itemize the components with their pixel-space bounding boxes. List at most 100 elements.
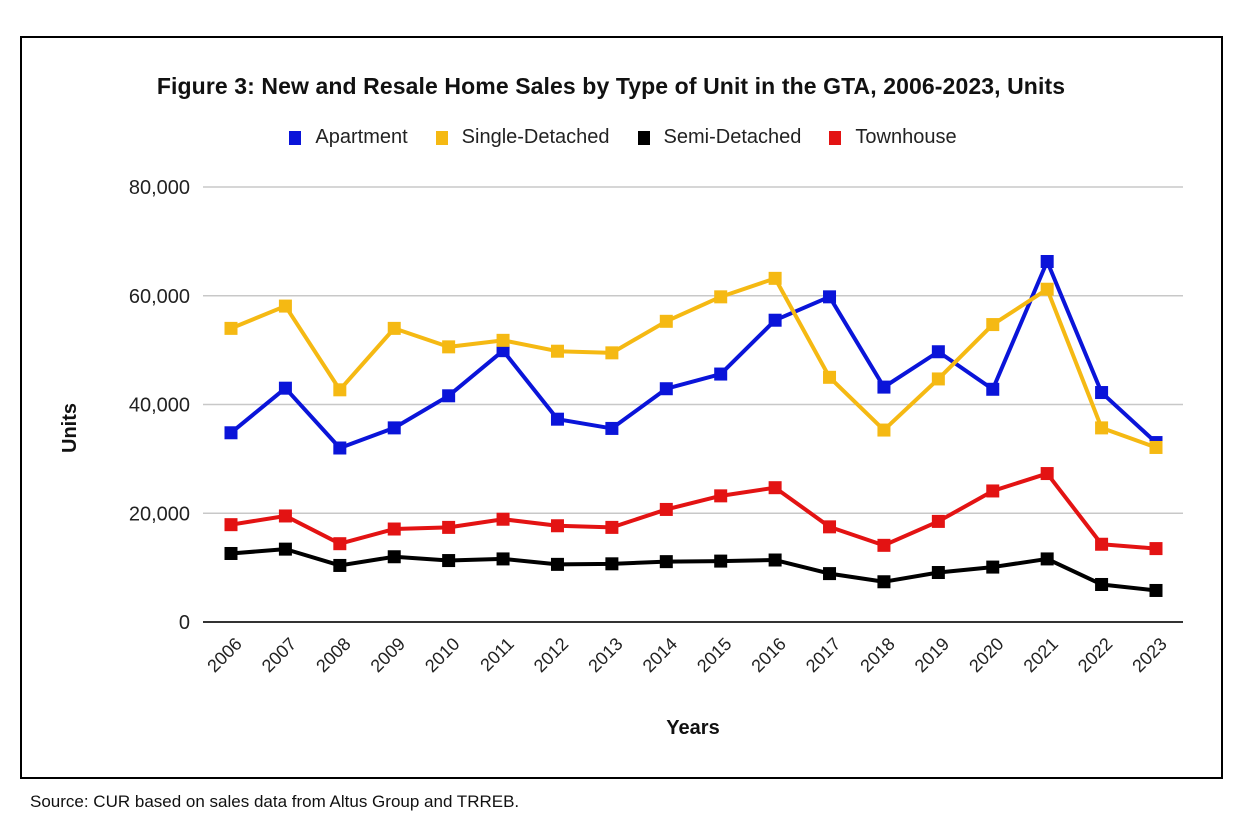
data-point-apartment-2019[interactable] [931, 345, 945, 359]
data-point-semi-detached-2018[interactable] [877, 575, 891, 589]
data-point-townhouse-2019[interactable] [931, 514, 945, 528]
data-point-townhouse-2009[interactable] [387, 522, 401, 536]
data-point-apartment-2007[interactable] [278, 381, 292, 395]
data-point-apartment-2021[interactable] [1040, 254, 1054, 268]
data-point-single-detached-2012[interactable] [550, 344, 564, 358]
data-point-townhouse-2023[interactable] [1149, 542, 1163, 556]
data-point-townhouse-2013[interactable] [605, 520, 619, 534]
x-tick-label: 2011 [476, 634, 518, 676]
data-point-townhouse-2014[interactable] [659, 502, 673, 516]
data-point-semi-detached-2007[interactable] [278, 542, 292, 556]
data-point-semi-detached-2019[interactable] [931, 566, 945, 580]
legend-swatch-apartment [289, 130, 302, 145]
series-line-single-detached [230, 276, 1157, 450]
data-point-single-detached-2022[interactable] [1095, 421, 1109, 435]
data-point-apartment-2015[interactable] [714, 367, 728, 381]
x-tick-label: 2008 [312, 634, 354, 676]
x-tick-label: 2021 [1020, 634, 1062, 676]
data-point-single-detached-2010[interactable] [442, 340, 456, 354]
data-point-townhouse-2016[interactable] [768, 481, 782, 495]
data-point-apartment-2006[interactable] [224, 426, 238, 440]
data-point-single-detached-2009[interactable] [387, 321, 401, 335]
data-point-semi-detached-2020[interactable] [986, 560, 1000, 574]
legend-swatch-single-detached [435, 130, 448, 145]
y-tick-label: 20,000 [129, 503, 190, 525]
data-point-single-detached-2011[interactable] [496, 333, 510, 347]
data-point-townhouse-2011[interactable] [496, 512, 510, 526]
legend-item-single-detached[interactable]: Single-Detached [435, 126, 610, 149]
data-point-apartment-2018[interactable] [877, 380, 891, 394]
x-tick-label: 2014 [639, 634, 681, 676]
legend-item-semi-detached[interactable]: Semi-Detached [637, 126, 801, 149]
data-point-semi-detached-2023[interactable] [1149, 583, 1163, 597]
data-point-single-detached-2006[interactable] [224, 321, 238, 335]
x-tick-label: 2019 [911, 634, 953, 676]
series-lines [229, 259, 1158, 593]
y-tick-label: 0 [179, 612, 190, 634]
data-point-single-detached-2016[interactable] [768, 271, 782, 285]
data-point-single-detached-2020[interactable] [986, 318, 1000, 332]
data-point-apartment-2010[interactable] [442, 389, 456, 403]
data-point-semi-detached-2009[interactable] [387, 550, 401, 564]
data-point-townhouse-2007[interactable] [278, 509, 292, 523]
x-tick-label: 2015 [693, 634, 735, 676]
x-tick-label: 2020 [965, 634, 1007, 676]
data-point-single-detached-2023[interactable] [1149, 440, 1163, 454]
data-point-townhouse-2017[interactable] [823, 520, 837, 534]
data-point-semi-detached-2008[interactable] [333, 558, 347, 572]
data-point-townhouse-2018[interactable] [877, 538, 891, 552]
data-point-semi-detached-2011[interactable] [496, 552, 510, 566]
legend: Apartment Single-Detached Semi-Detached … [0, 126, 1246, 149]
data-point-apartment-2022[interactable] [1095, 386, 1109, 400]
x-tick-label: 2022 [1074, 634, 1116, 676]
data-point-semi-detached-2017[interactable] [823, 567, 837, 581]
data-point-single-detached-2021[interactable] [1040, 282, 1054, 296]
series-line-apartment [229, 259, 1158, 450]
data-point-apartment-2011[interactable] [496, 344, 510, 358]
legend-item-townhouse[interactable]: Townhouse [829, 126, 957, 149]
data-point-townhouse-2006[interactable] [224, 518, 238, 532]
data-point-semi-detached-2012[interactable] [550, 557, 564, 571]
data-point-semi-detached-2010[interactable] [442, 554, 456, 568]
legend-label-apartment: Apartment [315, 126, 408, 148]
data-point-apartment-2016[interactable] [768, 313, 782, 327]
data-point-semi-detached-2022[interactable] [1095, 577, 1109, 591]
data-point-apartment-2009[interactable] [387, 421, 401, 435]
data-point-townhouse-2020[interactable] [986, 484, 1000, 498]
data-point-semi-detached-2021[interactable] [1040, 552, 1054, 566]
data-point-apartment-2012[interactable] [550, 412, 564, 426]
data-point-semi-detached-2006[interactable] [224, 546, 238, 560]
x-tick-label: 2010 [421, 634, 463, 676]
data-point-single-detached-2008[interactable] [333, 383, 347, 397]
data-point-townhouse-2008[interactable] [333, 537, 347, 551]
legend-item-apartment[interactable]: Apartment [289, 126, 408, 149]
data-point-semi-detached-2016[interactable] [768, 553, 782, 567]
data-point-townhouse-2012[interactable] [550, 519, 564, 533]
data-point-semi-detached-2013[interactable] [605, 557, 619, 571]
data-point-semi-detached-2015[interactable] [714, 554, 728, 568]
data-point-apartment-2014[interactable] [659, 382, 673, 396]
data-point-single-detached-2018[interactable] [877, 423, 891, 437]
data-point-apartment-2020[interactable] [986, 382, 1000, 396]
data-point-semi-detached-2014[interactable] [659, 555, 673, 569]
data-point-apartment-2017[interactable] [823, 290, 837, 304]
data-point-single-detached-2017[interactable] [823, 370, 837, 384]
data-point-townhouse-2010[interactable] [442, 520, 456, 534]
y-tick-labels: 0 20,000 40,000 60,000 80,000 [129, 177, 190, 634]
data-point-single-detached-2014[interactable] [659, 314, 673, 328]
x-tick-label: 2016 [747, 634, 789, 676]
x-tick-label: 2017 [802, 634, 844, 676]
data-point-townhouse-2015[interactable] [714, 489, 728, 503]
legend-label-single-detached: Single-Detached [461, 126, 610, 148]
data-point-apartment-2013[interactable] [605, 421, 619, 435]
legend-swatch-semi-detached [637, 130, 650, 145]
data-point-apartment-2008[interactable] [333, 441, 347, 455]
data-point-single-detached-2013[interactable] [605, 346, 619, 360]
x-axis-label: Years [666, 717, 719, 739]
data-point-single-detached-2015[interactable] [714, 290, 728, 304]
data-point-townhouse-2022[interactable] [1095, 537, 1109, 551]
data-point-single-detached-2019[interactable] [931, 372, 945, 386]
data-point-single-detached-2007[interactable] [278, 299, 292, 313]
data-point-townhouse-2021[interactable] [1040, 467, 1054, 481]
